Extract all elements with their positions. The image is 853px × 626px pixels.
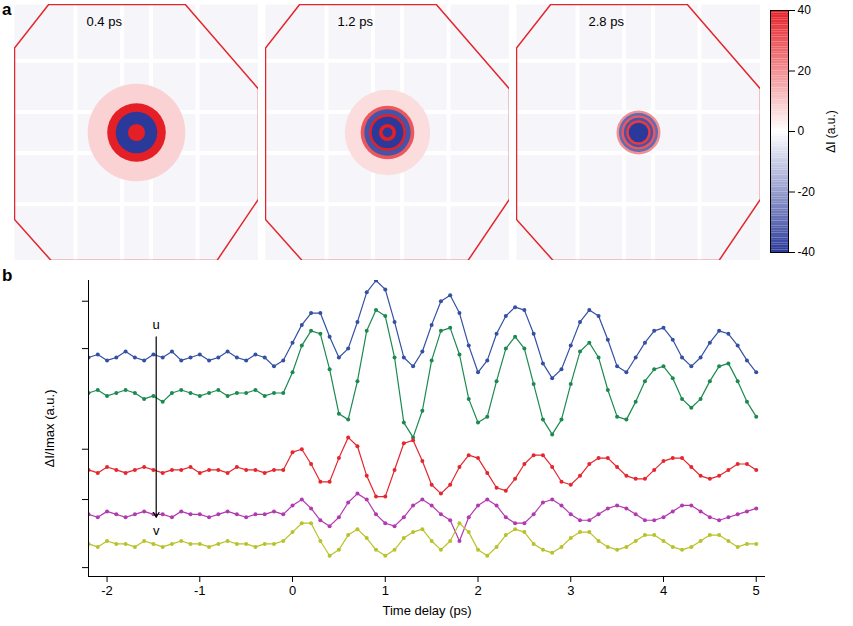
- svg-text:-2: -2: [101, 583, 113, 598]
- svg-text:3: 3: [567, 583, 574, 598]
- svg-text:Time delay (ps): Time delay (ps): [382, 603, 471, 618]
- svg-text:4: 4: [660, 583, 667, 598]
- svg-text:5: 5: [753, 583, 760, 598]
- svg-text:20: 20: [798, 64, 812, 78]
- svg-text:0.4 ps: 0.4 ps: [87, 14, 123, 29]
- svg-text:v: v: [153, 523, 160, 538]
- svg-text:0: 0: [289, 583, 296, 598]
- svg-text:ΔI/Imax (a.u.): ΔI/Imax (a.u.): [42, 389, 57, 467]
- svg-text:u: u: [153, 317, 160, 332]
- svg-text:-40: -40: [798, 245, 816, 259]
- svg-text:ΔI (a.u.): ΔI (a.u.): [824, 110, 838, 153]
- svg-text:0: 0: [798, 124, 805, 138]
- html-text:b: b: [2, 266, 13, 285]
- html-text:a: a: [2, 0, 12, 19]
- svg-text:2.8 ps: 2.8 ps: [589, 14, 625, 29]
- svg-text:-20: -20: [798, 185, 816, 199]
- svg-text:-1: -1: [194, 583, 206, 598]
- svg-text:1.2 ps: 1.2 ps: [338, 14, 374, 29]
- svg-text:1: 1: [382, 583, 389, 598]
- svg-text:2: 2: [474, 583, 481, 598]
- svg-text:40: 40: [798, 3, 812, 17]
